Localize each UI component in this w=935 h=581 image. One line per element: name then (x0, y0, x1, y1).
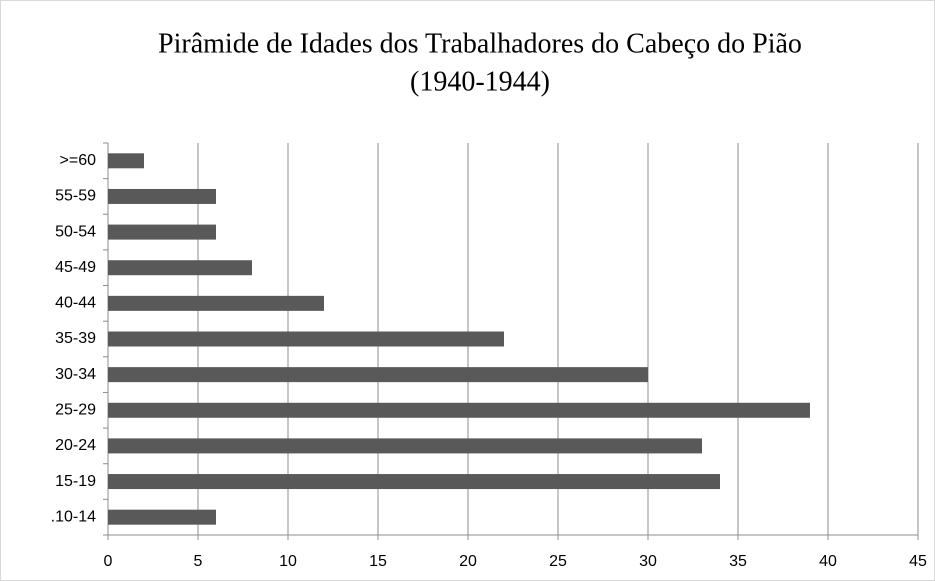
bar (108, 295, 324, 311)
y-tick-label: .10-14 (51, 508, 96, 525)
x-tick-label: 35 (729, 553, 747, 570)
bar (108, 224, 216, 240)
x-tick-label: 25 (549, 553, 567, 570)
x-tick-label: 45 (909, 553, 927, 570)
bar (108, 402, 810, 418)
bar (108, 367, 648, 383)
bar (108, 438, 702, 454)
bar (108, 188, 216, 204)
y-tick-label: 50-54 (55, 223, 96, 240)
bar (108, 509, 216, 525)
y-tick-label: 40-44 (55, 295, 96, 312)
x-tick-label: 20 (459, 553, 477, 570)
chart-title: (1940-1944) (410, 66, 550, 97)
x-tick-label: 15 (369, 553, 387, 570)
bar (108, 260, 252, 276)
x-tick-label: 5 (194, 553, 203, 570)
y-tick-label: 15-19 (55, 473, 96, 490)
y-tick-label: 25-29 (55, 401, 96, 418)
y-tick-label: 35-39 (55, 330, 96, 347)
y-tick-label: 20-24 (55, 437, 96, 454)
y-tick-label: 45-49 (55, 259, 96, 276)
chart-title: Pirâmide de Idades dos Trabalhadores do … (158, 28, 802, 59)
y-tick-label: 30-34 (55, 366, 96, 383)
x-tick-label: 30 (639, 553, 657, 570)
y-tick-label: 55-59 (55, 188, 96, 205)
x-tick-label: 10 (279, 553, 297, 570)
x-tick-label: 0 (104, 553, 113, 570)
bar (108, 153, 144, 169)
x-tick-label: 40 (819, 553, 837, 570)
bar (108, 474, 720, 490)
y-tick-label: >=60 (60, 152, 97, 169)
bar (108, 331, 504, 347)
